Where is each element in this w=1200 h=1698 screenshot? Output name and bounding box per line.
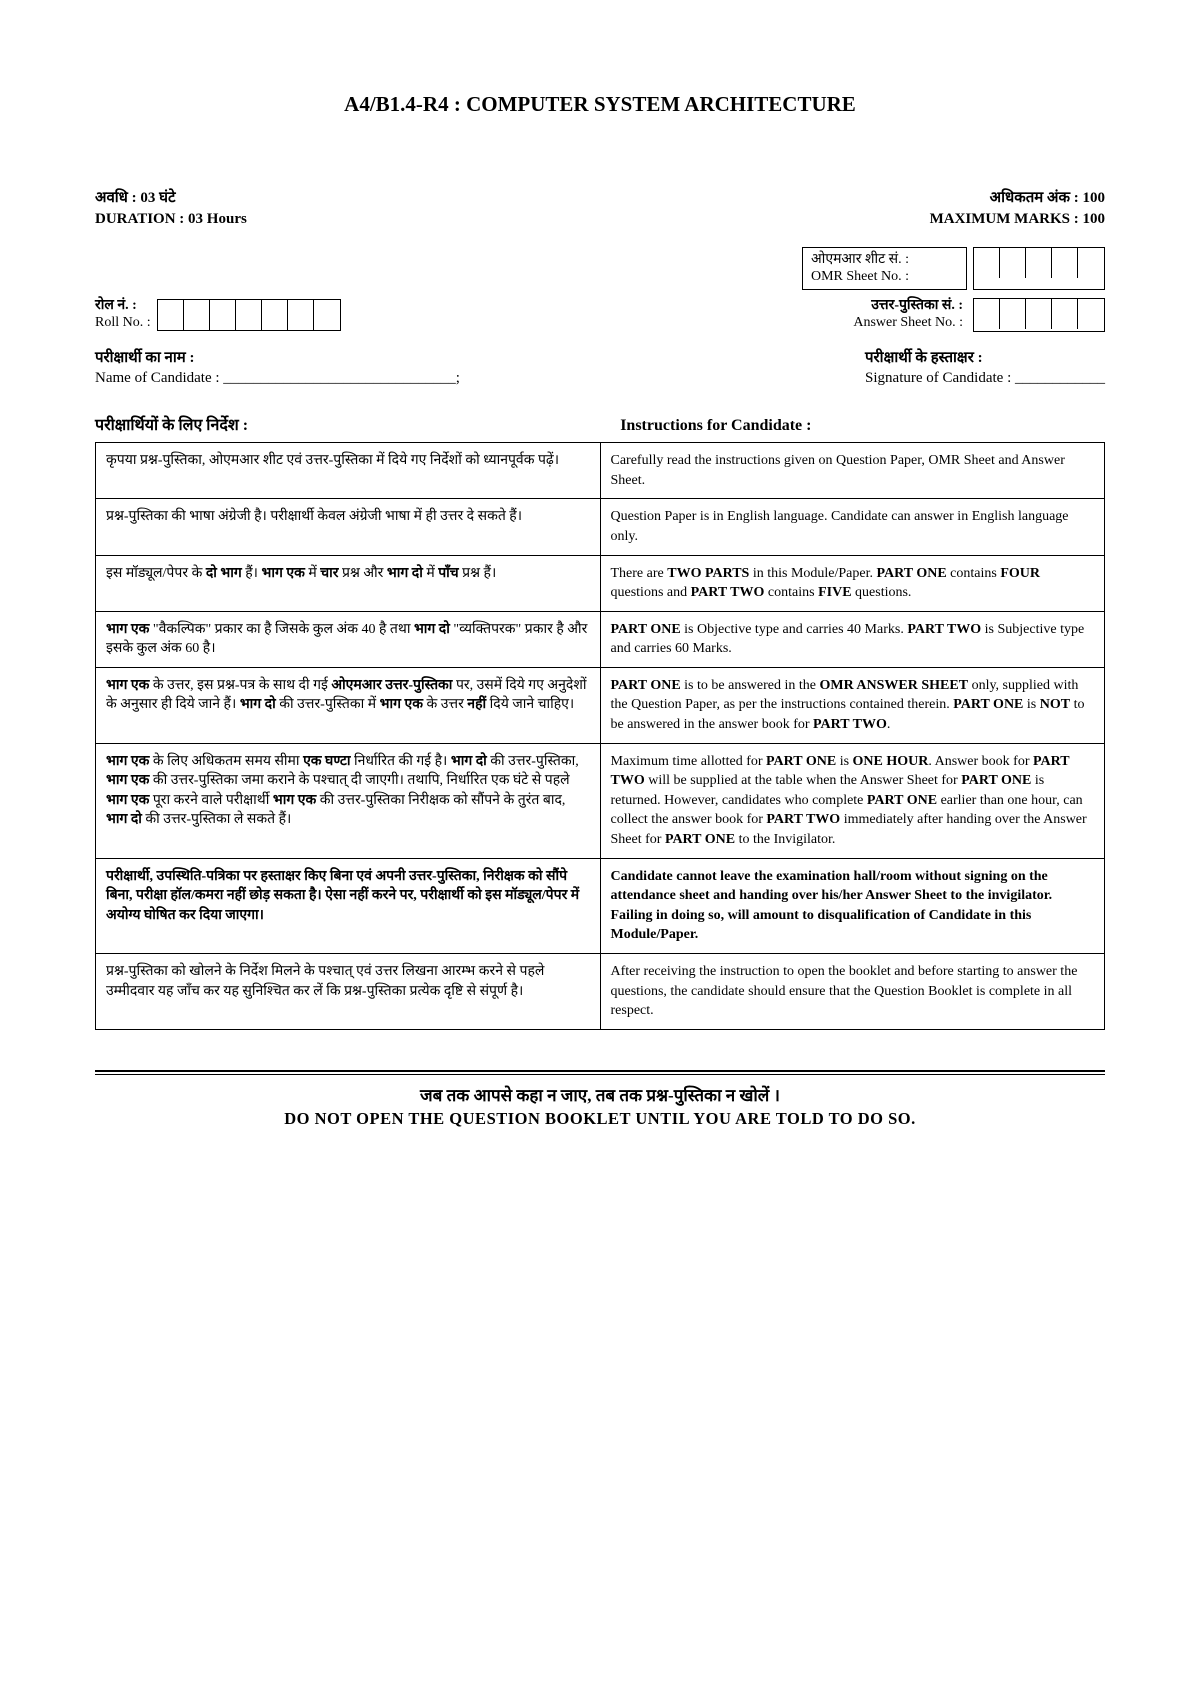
instruction-en: Maximum time allotted for PART ONE is ON… xyxy=(600,743,1105,858)
instruction-en: Question Paper is in English language. C… xyxy=(600,499,1105,555)
table-row: प्रश्न-पुस्तिका को खोलने के निर्देश मिलन… xyxy=(96,954,1105,1030)
box-cell[interactable] xyxy=(1052,299,1078,329)
box-cell[interactable] xyxy=(262,300,288,330)
answer-boxes[interactable] xyxy=(973,298,1105,332)
box-cell[interactable] xyxy=(158,300,184,330)
instruction-hi: कृपया प्रश्न-पुस्तिका, ओएमआर शीट एवं उत्… xyxy=(96,443,601,499)
instr-header-en: Instructions for Candidate : xyxy=(620,415,1105,437)
table-row: कृपया प्रश्न-पुस्तिका, ओएमआर शीट एवं उत्… xyxy=(96,443,1105,499)
instruction-hi: प्रश्न-पुस्तिका की भाषा अंग्रेजी है। परी… xyxy=(96,499,601,555)
omr-boxes[interactable] xyxy=(973,247,1105,291)
answer-label-en: Answer Sheet No. : xyxy=(853,315,963,330)
omr-label-hi: ओएमआर शीट सं. : xyxy=(811,252,958,269)
box-cell[interactable] xyxy=(974,248,1000,278)
top-meta: अवधि : 03 घंटे DURATION : 03 Hours अधिकत… xyxy=(95,188,1105,229)
instruction-en: Candidate cannot leave the examination h… xyxy=(600,858,1105,953)
table-row: भाग एक "वैकल्पिक" प्रकार का है जिसके कुल… xyxy=(96,611,1105,667)
instruction-en: There are TWO PARTS in this Module/Paper… xyxy=(600,555,1105,611)
footer-en: DO NOT OPEN THE QUESTION BOOKLET UNTIL Y… xyxy=(95,1108,1105,1130)
box-cell[interactable] xyxy=(1000,248,1026,278)
instruction-hi: इस मॉड्यूल/पेपर के दो भाग हैं। भाग एक मे… xyxy=(96,555,601,611)
box-cell[interactable] xyxy=(288,300,314,330)
instruction-hi: प्रश्न-पुस्तिका को खोलने के निर्देश मिलन… xyxy=(96,954,601,1030)
instruction-en: PART ONE is to be answered in the OMR AN… xyxy=(600,667,1105,743)
roll-label-hi: रोल नं. : xyxy=(95,298,137,313)
instructions-table: कृपया प्रश्न-पुस्तिका, ओएमआर शीट एवं उत्… xyxy=(95,442,1105,1030)
box-cell[interactable] xyxy=(1000,299,1026,329)
box-cell[interactable] xyxy=(1026,248,1052,278)
instruction-hi: भाग एक के उत्तर, इस प्रश्न-पत्र के साथ द… xyxy=(96,667,601,743)
divider-thick xyxy=(95,1070,1105,1072)
cand-name-en: Name of Candidate : ____________________… xyxy=(95,368,460,388)
footer-hi: जब तक आपसे कहा न जाए, तब तक प्रश्न-पुस्त… xyxy=(95,1085,1105,1108)
duration-hi: अवधि : 03 घंटे xyxy=(95,188,247,208)
instruction-hi: भाग एक के लिए अधिकतम समय सीमा एक घण्टा न… xyxy=(96,743,601,858)
cand-sig-en: Signature of Candidate : ____________ xyxy=(865,368,1105,388)
cand-name-hi: परीक्षार्थी का नाम : xyxy=(95,348,460,368)
table-row: प्रश्न-पुस्तिका की भाषा अंग्रेजी है। परी… xyxy=(96,499,1105,555)
omr-label: ओएमआर शीट सं. : OMR Sheet No. : xyxy=(802,247,967,291)
box-cell[interactable] xyxy=(1026,299,1052,329)
table-row: परीक्षार्थी, उपस्थिति-पत्रिका पर हस्ताक्… xyxy=(96,858,1105,953)
roll-label-en: Roll No. : xyxy=(95,315,151,330)
roll-boxes[interactable] xyxy=(157,299,341,331)
table-row: इस मॉड्यूल/पेपर के दो भाग हैं। भाग एक मे… xyxy=(96,555,1105,611)
instruction-en: Carefully read the instructions given on… xyxy=(600,443,1105,499)
answer-label-hi: उत्तर-पुस्तिका सं. : xyxy=(871,298,963,313)
divider-thin xyxy=(95,1074,1105,1075)
box-cell[interactable] xyxy=(1078,299,1104,329)
box-cell[interactable] xyxy=(1078,248,1104,278)
instruction-hi: भाग एक "वैकल्पिक" प्रकार का है जिसके कुल… xyxy=(96,611,601,667)
table-row: भाग एक के उत्तर, इस प्रश्न-पत्र के साथ द… xyxy=(96,667,1105,743)
box-cell[interactable] xyxy=(210,300,236,330)
instruction-en: PART ONE is Objective type and carries 4… xyxy=(600,611,1105,667)
box-cell[interactable] xyxy=(314,300,340,330)
omr-label-en: OMR Sheet No. : xyxy=(811,269,958,286)
instr-header-hi: परीक्षार्थियों के लिए निर्देश : xyxy=(95,415,580,437)
box-cell[interactable] xyxy=(184,300,210,330)
box-cell[interactable] xyxy=(974,299,1000,329)
cand-sig-hi: परीक्षार्थी के हस्ताक्षर : xyxy=(865,348,1105,368)
box-cell[interactable] xyxy=(236,300,262,330)
sheet-number-area: ओएमआर शीट सं. : OMR Sheet No. : xyxy=(95,247,1105,291)
answer-label: उत्तर-पुस्तिका सं. : Answer Sheet No. : xyxy=(853,298,967,332)
paper-title: A4/B1.4-R4 : COMPUTER SYSTEM ARCHITECTUR… xyxy=(95,90,1105,118)
instruction-hi: परीक्षार्थी, उपस्थिति-पत्रिका पर हस्ताक्… xyxy=(96,858,601,953)
maxmarks-hi: अधिकतम अंक : 100 xyxy=(930,188,1105,208)
duration-en: DURATION : 03 Hours xyxy=(95,209,247,229)
table-row: भाग एक के लिए अधिकतम समय सीमा एक घण्टा न… xyxy=(96,743,1105,858)
instruction-en: After receiving the instruction to open … xyxy=(600,954,1105,1030)
roll-label: रोल नं. : Roll No. : xyxy=(95,298,151,332)
maxmarks-en: MAXIMUM MARKS : 100 xyxy=(930,209,1105,229)
box-cell[interactable] xyxy=(1052,248,1078,278)
